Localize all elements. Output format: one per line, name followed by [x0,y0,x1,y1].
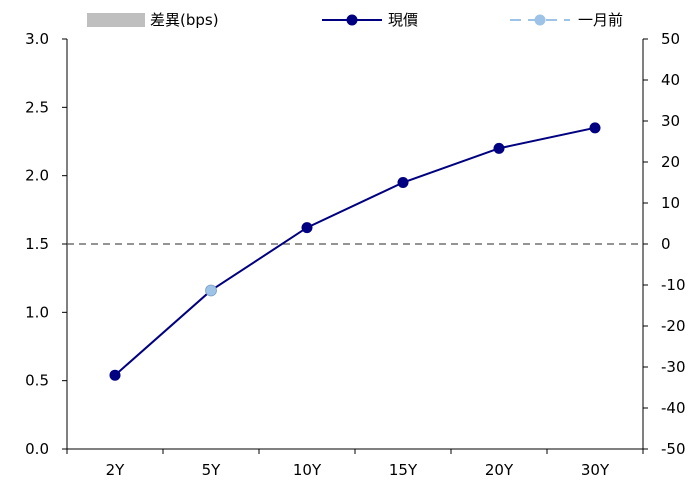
left-tick-label: 1.0 [25,303,49,321]
current-yield-point [397,177,409,188]
x-tick-label: 5Y [202,461,222,479]
legend-label-current: 現價 [388,11,418,29]
current-yield-point [301,222,313,234]
legend-marker-current [346,14,358,26]
right-tick-label: -10 [661,276,686,294]
plot-area [67,122,643,381]
left-tick-label: 1.5 [25,235,49,253]
legend-label-prev: 一月前 [578,11,623,29]
current-yield-point [493,142,505,154]
left-tick-label: 3.0 [25,30,49,48]
legend-label-diff: 差異(bps) [150,11,219,29]
right-tick-label: 20 [661,153,680,171]
current-yield-point [589,122,601,134]
x-tick-label: 10Y [293,461,322,479]
x-tick-label: 30Y [581,461,610,479]
right-tick-label: -30 [661,358,686,376]
right-tick-label: -20 [661,317,686,335]
current-yield-line [114,126,596,376]
right-tick-label: 40 [661,71,680,89]
left-tick-label: 2.0 [25,167,49,185]
right-tick-label: 30 [661,112,680,130]
x-tick-label: 2Y [106,461,126,479]
right-tick-label: -40 [661,399,686,417]
left-tick-label: 2.5 [25,98,49,116]
prev-month-point [205,284,217,297]
legend-marker-prev [534,14,546,26]
right-tick-label: -50 [661,440,686,458]
left-tick-label: 0.5 [25,372,49,390]
current-yield-point [109,369,121,381]
left-tick-label: 0.0 [25,440,49,458]
x-tick-label: 20Y [485,461,514,479]
legend: 差異(bps) 現價 一月前 [87,11,623,29]
right-tick-label: 10 [661,194,680,212]
right-tick-label: 0 [661,235,671,253]
x-tick-label: 15Y [389,461,418,479]
legend-swatch-diff [87,13,145,27]
axes: 0.0 0.5 1.0 1.5 2.0 2.5 3.0 -50 -40 -30 -20 -10 0 10 2… [25,30,685,479]
right-tick-label: 50 [661,30,680,48]
